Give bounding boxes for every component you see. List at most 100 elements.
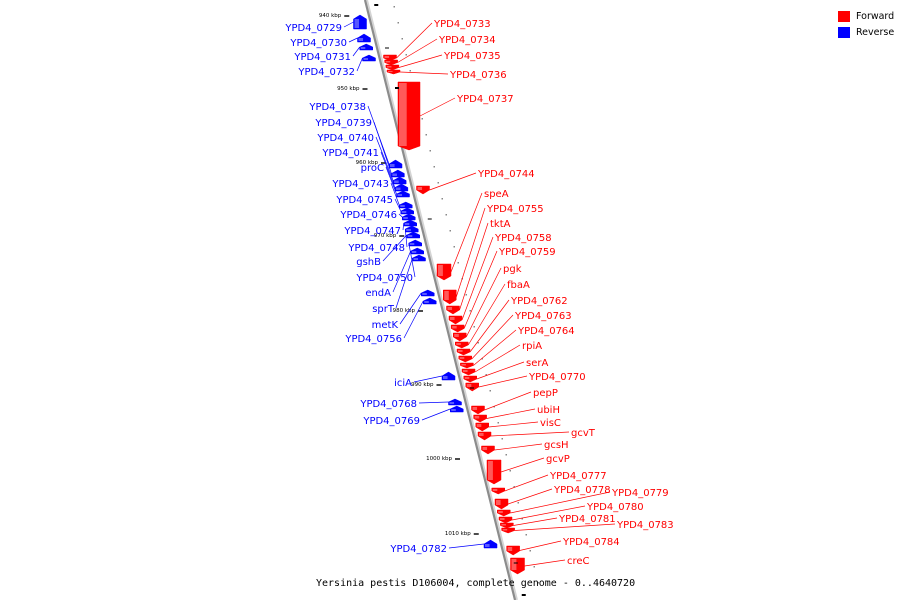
- forward-gene-label: YPD4_0770: [528, 372, 586, 383]
- forward-gene-label: visC: [540, 418, 561, 429]
- axis-minor-tick: [533, 566, 535, 568]
- axis-minor-tick: [457, 262, 459, 264]
- forward-gene-label: YPD4_0733: [433, 19, 491, 30]
- axis-minor-tick: [529, 550, 531, 552]
- axis-minor-tick: [525, 534, 527, 536]
- reverse-gene-label: proC: [361, 163, 384, 174]
- forward-leader: [469, 299, 510, 353]
- tick-label: 990 kbp: [411, 382, 434, 388]
- reverse-gene: [357, 33, 371, 43]
- backbone-line: [363, 0, 517, 600]
- forward-leader: [396, 22, 433, 59]
- forward-gene-label: YPD4_0777: [549, 471, 607, 482]
- axis-minor-tick: [441, 198, 443, 200]
- forward-gene: [453, 332, 467, 342]
- forward-swatch: [838, 10, 850, 22]
- forward-gene-label: YPD4_0737: [456, 94, 514, 105]
- reverse-gene: [392, 176, 407, 185]
- forward-gene-label: YPD4_0779: [611, 488, 669, 499]
- reverse-gene-label: YPD4_0743: [331, 179, 389, 190]
- forward-leader: [524, 559, 566, 567]
- reverse-gene-label: gshB: [356, 257, 381, 268]
- reverse-leader: [373, 121, 392, 174]
- reverse-gene-label: YPD4_0740: [316, 133, 374, 144]
- forward-leader: [429, 172, 477, 191]
- forward-gene: [397, 81, 421, 151]
- reverse-gene-label: YPD4_0732: [297, 67, 355, 78]
- reverse-leader: [392, 250, 412, 293]
- forward-gene: [477, 431, 492, 441]
- reverse-gene-label: YPD4_0782: [389, 544, 447, 555]
- tick-label: 950 kbp: [337, 86, 360, 92]
- reverse-gene: [402, 213, 416, 221]
- forward-gene-label: YPD4_0755: [486, 204, 544, 215]
- reverse-gene-label: YPD4_0756: [344, 334, 402, 345]
- axis-minor-tick: [409, 70, 411, 72]
- backbone-shadow: [365, 0, 518, 600]
- forward-gene: [384, 59, 398, 66]
- forward-leader: [494, 443, 543, 451]
- forward-gene: [481, 445, 495, 455]
- forward-leader: [397, 38, 438, 63]
- tick-label: 980 kbp: [393, 308, 416, 314]
- forward-gene: [456, 348, 471, 356]
- forward-gene-label: gcsH: [544, 440, 569, 451]
- forward-gene: [497, 509, 511, 517]
- axis-minor-tick: [517, 502, 519, 504]
- forward-gene-label: pepP: [533, 388, 558, 399]
- forward-gene-label: ubiH: [537, 405, 560, 416]
- reverse-gene-label: YPD4_0745: [335, 195, 393, 206]
- axis-minor-tick: [469, 310, 471, 312]
- forward-gene: [443, 289, 457, 305]
- forward-gene: [498, 516, 513, 524]
- axis-minor-tick: [453, 246, 455, 248]
- reverse-gene: [423, 297, 437, 305]
- axis-minor-tick: [401, 38, 403, 40]
- forward-gene-label: YPD4_0784: [562, 537, 620, 548]
- forward-leader: [513, 517, 558, 526]
- axis-minor-tick: [437, 182, 439, 184]
- forward-gene-label: YPD4_0778: [553, 485, 611, 496]
- reverse-leader: [348, 37, 358, 43]
- reverse-gene-label: YPD4_0739: [314, 118, 372, 129]
- forward-gene: [383, 54, 397, 62]
- axis-minor-tick: [505, 454, 507, 456]
- forward-gene-label: YPD4_0736: [449, 70, 507, 81]
- tick-label: 970 kbp: [374, 233, 397, 239]
- forward-gene: [448, 315, 463, 325]
- forward-leader: [459, 222, 489, 311]
- axis-minor-tick: [501, 438, 503, 440]
- forward-gene: [473, 414, 487, 423]
- legend: Forward Reverse: [838, 8, 898, 40]
- tick-label: 960 kbp: [356, 160, 379, 166]
- forward-leader: [399, 71, 449, 75]
- tick-label: 940 kbp: [319, 13, 342, 19]
- reverse-gene-label: YPD4_0741: [321, 148, 379, 159]
- axis-minor-tick: [481, 358, 483, 360]
- axis-minor-tick: [421, 118, 423, 120]
- reverse-leader: [404, 228, 408, 248]
- forward-leader: [490, 431, 570, 437]
- reverse-leader: [375, 136, 394, 181]
- legend-forward-label: Forward: [856, 10, 895, 22]
- axis-minor-tick: [497, 422, 499, 424]
- reverse-gene: [441, 371, 456, 381]
- reverse-leader: [413, 375, 443, 383]
- axis-minor-tick: [445, 214, 447, 216]
- forward-leader: [467, 283, 506, 346]
- axis-minor-tick: [465, 294, 467, 296]
- reverse-gene: [353, 14, 367, 30]
- reverse-gene: [388, 159, 403, 169]
- reverse-gene: [399, 201, 413, 209]
- forward-leader: [510, 491, 611, 514]
- forward-gene-label: YPD4_0781: [558, 514, 616, 525]
- forward-leader: [519, 540, 562, 551]
- forward-leader: [461, 236, 494, 321]
- forward-gene-label: YPD4_0744: [477, 169, 535, 180]
- reverse-gene: [450, 405, 464, 413]
- forward-gene: [506, 545, 520, 556]
- reverse-gene-label: YPD4_0768: [359, 399, 417, 410]
- reverse-gene-label: YPD4_0769: [362, 416, 420, 427]
- forward-gene: [494, 498, 509, 510]
